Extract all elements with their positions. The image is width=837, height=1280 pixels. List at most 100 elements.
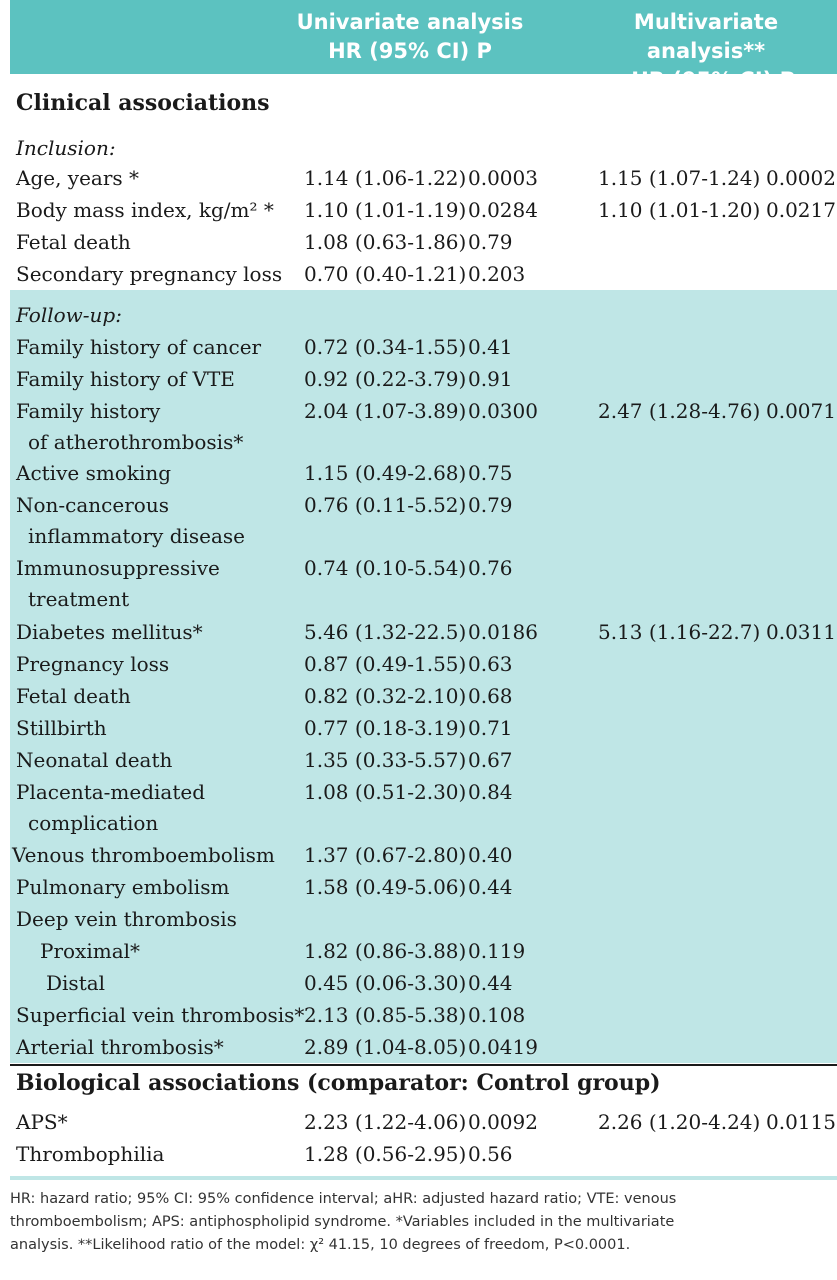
section-clinical: Clinical associations bbox=[16, 90, 270, 116]
subsection-followup: Follow-up: bbox=[16, 303, 122, 327]
hr-value: 5.46 (1.32-22.5) bbox=[304, 620, 467, 644]
hr-value: 2.13 (0.85-5.38) bbox=[304, 1003, 467, 1027]
bottom-band bbox=[10, 1176, 837, 1180]
p-value: 0.0300 bbox=[468, 399, 538, 423]
p-value: 0.0003 bbox=[468, 166, 538, 190]
divider bbox=[10, 1064, 837, 1066]
section-biological: Biological associations (comparator: Con… bbox=[16, 1070, 661, 1096]
univariate-subtitle: HR (95% CI) P bbox=[328, 39, 492, 63]
hr-value: 1.10 (1.01-1.19) bbox=[304, 198, 467, 222]
ap-value: 0.0115 bbox=[766, 1110, 836, 1134]
row-label-continued: complication bbox=[28, 811, 159, 835]
hr-value: 2.23 (1.22-4.06) bbox=[304, 1110, 467, 1134]
p-value: 0.79 bbox=[468, 493, 513, 517]
p-value: 0.91 bbox=[468, 367, 513, 391]
p-value: 0.203 bbox=[468, 262, 526, 286]
row-label: Distal bbox=[46, 971, 106, 995]
hr-value: 0.82 (0.32-2.10) bbox=[304, 684, 467, 708]
p-value: 0.0092 bbox=[468, 1110, 538, 1134]
p-value: 0.0284 bbox=[468, 198, 538, 222]
p-value: 0.79 bbox=[468, 230, 513, 254]
ahr-value: 2.26 (1.20-4.24) bbox=[598, 1110, 761, 1134]
p-value: 0.108 bbox=[468, 1003, 526, 1027]
row-label: Diabetes mellitus* bbox=[16, 620, 203, 644]
hr-value: 0.76 (0.11-5.52) bbox=[304, 493, 467, 517]
row-label: Family history of cancer bbox=[16, 335, 262, 359]
hr-value: 1.37 (0.67-2.80) bbox=[304, 843, 467, 867]
row-label: Fetal death bbox=[16, 684, 131, 708]
p-value: 0.71 bbox=[468, 716, 513, 740]
hr-value: 1.28 (0.56-2.95) bbox=[304, 1142, 467, 1166]
subsection-inclusion: Inclusion: bbox=[16, 136, 116, 160]
footnote-line: thromboembolism; APS: antiphospholipid s… bbox=[10, 1214, 675, 1230]
row-label: Non-cancerous bbox=[16, 493, 169, 517]
ahr-value: 2.47 (1.28-4.76) bbox=[598, 399, 761, 423]
row-label: Neonatal death bbox=[16, 748, 173, 772]
p-value: 0.0419 bbox=[468, 1035, 538, 1059]
row-label: Body mass index, kg/m² * bbox=[16, 198, 274, 222]
row-label: Arterial thrombosis* bbox=[16, 1035, 224, 1059]
hr-value: 0.72 (0.34-1.55) bbox=[304, 335, 467, 359]
row-label: Placenta-mediated bbox=[16, 780, 206, 804]
p-value: 0.44 bbox=[468, 971, 513, 995]
p-value: 0.84 bbox=[468, 780, 513, 804]
ap-value: 0.0311 bbox=[766, 620, 836, 644]
table-header: Univariate analysis HR (95% CI) P Multiv… bbox=[10, 0, 837, 92]
row-label: Superficial vein thrombosis* bbox=[16, 1003, 305, 1027]
row-label: Venous thromboembolism bbox=[12, 843, 275, 867]
hr-value: 1.14 (1.06-1.22) bbox=[304, 166, 467, 190]
p-value: 0.119 bbox=[468, 939, 526, 963]
hr-value: 1.08 (0.63-1.86) bbox=[304, 230, 467, 254]
row-label: Stillbirth bbox=[16, 716, 107, 740]
p-value: 0.63 bbox=[468, 652, 513, 676]
hr-value: 1.15 (0.49-2.68) bbox=[304, 461, 467, 485]
row-label: Pulmonary embolism bbox=[16, 875, 230, 899]
hr-value: 0.87 (0.49-1.55) bbox=[304, 652, 467, 676]
p-value: 0.0186 bbox=[468, 620, 538, 644]
footnote: HR: hazard ratio; 95% CI: 95% confidence… bbox=[10, 1188, 827, 1257]
hr-value: 1.58 (0.49-5.06) bbox=[304, 875, 467, 899]
hr-value: 0.74 (0.10-5.54) bbox=[304, 556, 467, 580]
row-label-continued: inflammatory disease bbox=[28, 524, 246, 548]
ap-value: 0.0002 bbox=[766, 166, 836, 190]
row-label: Fetal death bbox=[16, 230, 131, 254]
hr-value: 2.89 (1.04-8.05) bbox=[304, 1035, 467, 1059]
row-label: Thrombophilia bbox=[16, 1142, 165, 1166]
ap-value: 0.0071 bbox=[766, 399, 836, 423]
p-value: 0.68 bbox=[468, 684, 513, 708]
univariate-title: Univariate analysis bbox=[296, 10, 524, 34]
row-label-continued: treatment bbox=[28, 587, 130, 611]
row-label: Proximal* bbox=[40, 939, 141, 963]
row-label: Deep vein thrombosis bbox=[16, 907, 237, 931]
hr-value: 0.77 (0.18-3.19) bbox=[304, 716, 467, 740]
ap-value: 0.0217 bbox=[766, 198, 836, 222]
hr-value: 0.70 (0.40-1.21) bbox=[304, 262, 467, 286]
ahr-value: 1.15 (1.07-1.24) bbox=[598, 166, 761, 190]
hr-value: 2.04 (1.07-3.89) bbox=[304, 399, 467, 423]
univariate-header: Univariate analysis HR (95% CI) P bbox=[280, 8, 540, 66]
footnote-line: HR: hazard ratio; 95% CI: 95% confidence… bbox=[10, 1191, 677, 1207]
footnote-line: analysis. **Likelihood ratio of the mode… bbox=[10, 1237, 631, 1253]
row-label: Active smoking bbox=[16, 461, 172, 485]
row-label: Family history bbox=[16, 399, 161, 423]
p-value: 0.56 bbox=[468, 1142, 513, 1166]
p-value: 0.67 bbox=[468, 748, 513, 772]
hr-value: 0.45 (0.06-3.30) bbox=[304, 971, 467, 995]
row-label: Family history of VTE bbox=[16, 367, 235, 391]
multivariate-subtitle: aHR (95% CI) P bbox=[617, 68, 795, 92]
ahr-value: 1.10 (1.01-1.20) bbox=[598, 198, 761, 222]
row-label: APS* bbox=[16, 1110, 68, 1134]
row-label: Secondary pregnancy loss bbox=[16, 262, 283, 286]
p-value: 0.40 bbox=[468, 843, 513, 867]
p-value: 0.75 bbox=[468, 461, 513, 485]
row-label-continued: of atherothrombosis* bbox=[28, 430, 244, 454]
hr-value: 1.08 (0.51-2.30) bbox=[304, 780, 467, 804]
multivariate-title: Multivariate analysis** bbox=[633, 10, 779, 63]
row-label: Age, years * bbox=[16, 166, 140, 190]
hr-value: 1.82 (0.86-3.88) bbox=[304, 939, 467, 963]
p-value: 0.41 bbox=[468, 335, 513, 359]
hr-value: 0.92 (0.22-3.79) bbox=[304, 367, 467, 391]
ahr-value: 5.13 (1.16-22.7) bbox=[598, 620, 761, 644]
followup-band bbox=[10, 290, 837, 1063]
p-value: 0.76 bbox=[468, 556, 513, 580]
